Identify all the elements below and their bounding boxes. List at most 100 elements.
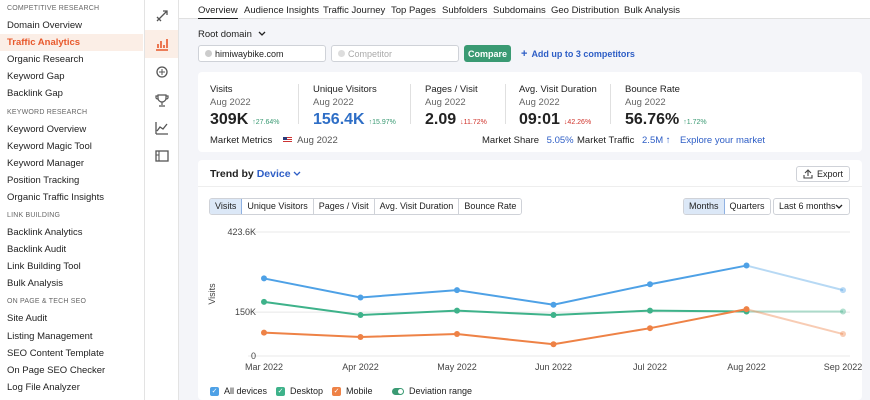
data-point bbox=[743, 306, 750, 313]
tab-pages-visit[interactable]: Pages / Visit bbox=[313, 199, 375, 214]
sidebar-item-link-building-tool[interactable]: Link Building Tool bbox=[7, 261, 81, 273]
trophy-icon[interactable] bbox=[145, 86, 178, 114]
competitor-input[interactable]: Competitor bbox=[331, 45, 459, 62]
market-metrics-label: Market Metrics bbox=[210, 135, 273, 146]
sidebar-item-organic-traffic-insights[interactable]: Organic Traffic Insights bbox=[7, 191, 104, 203]
sidebar-item-organic-research[interactable]: Organic Research bbox=[7, 54, 84, 66]
explore-market-link[interactable]: Explore your market bbox=[680, 135, 766, 146]
checkbox-icon: ✓ bbox=[210, 386, 219, 396]
sidebar-item-site-audit[interactable]: Site Audit bbox=[7, 313, 48, 325]
megaphone-icon[interactable] bbox=[145, 58, 178, 86]
tab-geo-distribution[interactable]: Geo Distribution bbox=[551, 5, 620, 16]
data-point bbox=[357, 294, 364, 301]
sidebar-item-keyword-manager[interactable]: Keyword Manager bbox=[7, 157, 85, 169]
sidebar-item-traffic-analytics[interactable]: Traffic Analytics bbox=[0, 34, 143, 52]
arrow-up-icon: ↑ bbox=[665, 135, 671, 146]
sidebar-item-backlink-gap[interactable]: Backlink Gap bbox=[7, 88, 63, 100]
metric-tabs: Visits Unique Visitors Pages / Visit Avg… bbox=[209, 198, 523, 215]
tab-subfolders[interactable]: Subfolders bbox=[442, 5, 488, 16]
competitor-color-dot bbox=[338, 50, 345, 57]
tab-bulk-analysis[interactable]: Bulk Analysis bbox=[624, 5, 680, 16]
metric-change: ↑27.64% bbox=[252, 119, 280, 126]
metric-value: 309K bbox=[210, 111, 249, 128]
metric-bounce-rate[interactable]: Bounce Rate Aug 2022 56.76% ↑1.72% bbox=[625, 84, 707, 129]
export-label: Export bbox=[816, 169, 843, 179]
legend-deviation-range[interactable]: Deviation range bbox=[392, 386, 472, 396]
metric-change: ↑15.97% bbox=[368, 119, 396, 126]
divider bbox=[198, 186, 862, 187]
x-tick-label: Jul 2022 bbox=[633, 362, 667, 372]
market-date: Aug 2022 bbox=[297, 135, 338, 146]
sidebar-item-on-page-seo-checker[interactable]: On Page SEO Checker bbox=[7, 364, 106, 376]
metric-value: 156.4K bbox=[313, 111, 365, 128]
metric-pages-visit[interactable]: Pages / Visit Aug 2022 2.09 ↓11.72% bbox=[425, 84, 487, 129]
tab-audience-insights[interactable]: Audience Insights bbox=[244, 5, 319, 16]
tab-traffic-journey[interactable]: Traffic Journey bbox=[323, 5, 386, 16]
data-point bbox=[550, 341, 557, 348]
chevron-down-icon bbox=[294, 171, 301, 176]
tab-visits[interactable]: Visits bbox=[210, 199, 243, 214]
metric-avg-visit-duration[interactable]: Avg. Visit Duration Aug 2022 09:01 ↓42.26… bbox=[519, 84, 597, 129]
metrics-card: Visits Aug 2022 309K ↑27.64% Unique Visit… bbox=[198, 72, 862, 152]
sidebar-item-seo-content-template[interactable]: SEO Content Template bbox=[7, 347, 104, 359]
legend-mobile[interactable]: ✓ Mobile bbox=[332, 386, 373, 396]
trend-title: Trend by Device bbox=[210, 168, 301, 180]
tab-overview[interactable]: Overview bbox=[198, 5, 238, 19]
series-line-desktop bbox=[263, 300, 747, 317]
legend-desktop[interactable]: ✓ Desktop bbox=[276, 386, 323, 396]
sidebar-item-listing-management[interactable]: Listing Management bbox=[7, 330, 93, 342]
tab-top-pages[interactable]: Top Pages bbox=[391, 5, 436, 16]
tab-unique-visitors[interactable]: Unique Visitors bbox=[242, 199, 314, 214]
icon-rail bbox=[145, 0, 179, 400]
bar-chart-icon[interactable] bbox=[145, 30, 178, 58]
seo-toolkit-icon[interactable] bbox=[145, 2, 178, 30]
sidebar-item-backlink-audit[interactable]: Backlink Audit bbox=[7, 244, 67, 256]
y-tick-label: 150K bbox=[235, 307, 256, 317]
metric-unique-visitors[interactable]: Unique Visitors Aug 2022 156.4K ↑15.97% bbox=[313, 84, 396, 129]
line-chart-icon[interactable] bbox=[145, 114, 178, 142]
data-point bbox=[647, 325, 653, 332]
metric-visits[interactable]: Visits Aug 2022 309K ↑27.64% bbox=[210, 84, 280, 129]
metric-title: Avg. Visit Duration bbox=[519, 84, 597, 95]
sidebar: COMPETITIVE RESEARCH Domain Overview Traff… bbox=[0, 0, 145, 400]
data-point bbox=[261, 298, 267, 305]
divider bbox=[610, 84, 611, 124]
tab-quarters[interactable]: Quarters bbox=[724, 199, 770, 214]
domain-input[interactable]: himiwaybike.com bbox=[198, 45, 326, 62]
sidebar-item-keyword-gap[interactable]: Keyword Gap bbox=[7, 71, 65, 83]
sidebar-section-title: COMPETITIVE RESEARCH bbox=[7, 5, 100, 12]
sidebar-item-bulk-analysis[interactable]: Bulk Analysis bbox=[7, 278, 63, 290]
legend-label: All devices bbox=[224, 386, 268, 396]
tab-subdomains[interactable]: Subdomains bbox=[493, 5, 546, 16]
root-domain-dropdown[interactable]: Root domain bbox=[198, 29, 266, 40]
sidebar-item-log-file-analyzer[interactable]: Log File Analyzer bbox=[7, 381, 80, 393]
compare-button[interactable]: Compare bbox=[464, 45, 511, 62]
sidebar-item-position-tracking[interactable]: Position Tracking bbox=[7, 174, 80, 186]
metric-date: Aug 2022 bbox=[210, 97, 251, 108]
export-button[interactable]: Export bbox=[795, 166, 850, 182]
tab-bounce-rate[interactable]: Bounce Rate bbox=[459, 199, 522, 214]
sidebar-item-keyword-overview[interactable]: Keyword Overview bbox=[7, 123, 87, 135]
tab-avg-visit-duration[interactable]: Avg. Visit Duration bbox=[374, 199, 460, 214]
sidebar-item-keyword-magic-tool[interactable]: Keyword Magic Tool bbox=[7, 140, 92, 152]
x-tick-label: May 2022 bbox=[437, 362, 477, 372]
data-point bbox=[261, 275, 267, 282]
metric-value: 2.09 bbox=[425, 111, 457, 128]
range-dropdown[interactable]: Last 6 months bbox=[773, 198, 850, 215]
add-competitors-button[interactable]: + Add up to 3 competitors bbox=[521, 48, 635, 60]
metric-title: Bounce Rate bbox=[625, 84, 680, 95]
data-point bbox=[550, 301, 557, 308]
series-forecast-line bbox=[746, 264, 844, 292]
data-point bbox=[357, 333, 364, 340]
x-tick-label: Aug 2022 bbox=[727, 362, 766, 372]
tab-months[interactable]: Months bbox=[684, 199, 725, 214]
media-icon[interactable] bbox=[145, 142, 178, 170]
data-point bbox=[454, 331, 460, 338]
sidebar-item-domain-overview[interactable]: Domain Overview bbox=[7, 20, 82, 31]
data-point bbox=[743, 262, 750, 269]
trend-by-dropdown[interactable]: Device bbox=[257, 168, 302, 180]
legend-all-devices[interactable]: ✓ All devices bbox=[210, 386, 267, 396]
sidebar-item-backlink-analytics[interactable]: Backlink Analytics bbox=[7, 227, 83, 238]
market-traffic-label: Market Traffic bbox=[577, 135, 635, 146]
metric-value: 56.76% bbox=[625, 111, 680, 128]
